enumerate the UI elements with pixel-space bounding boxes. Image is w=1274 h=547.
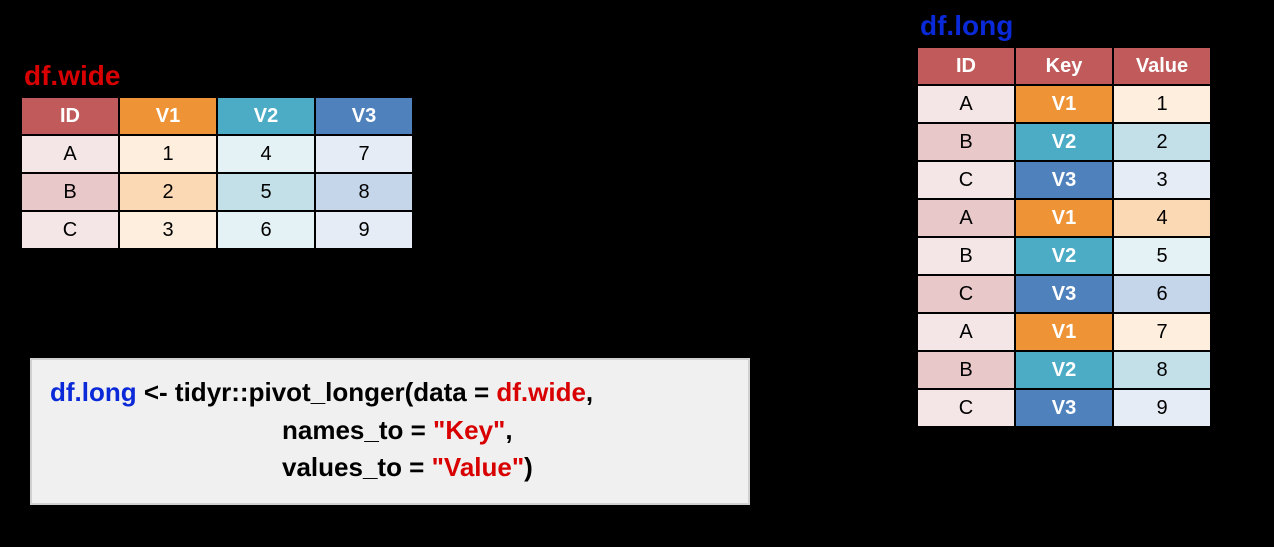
long-value-cell: 1 bbox=[1114, 86, 1210, 122]
wide-cell: 6 bbox=[218, 212, 314, 248]
token-comma-1: , bbox=[586, 377, 593, 407]
long-id-cell: A bbox=[918, 200, 1014, 236]
long-key-cell: V1 bbox=[1016, 86, 1112, 122]
wide-header-cell: ID bbox=[22, 98, 118, 134]
long-id-cell: C bbox=[918, 276, 1014, 312]
long-table: IDKeyValueAV11BV22CV33AV14BV25CV36AV17BV… bbox=[916, 46, 1212, 428]
long-header-cell: Value bbox=[1114, 48, 1210, 84]
long-header-cell: ID bbox=[918, 48, 1014, 84]
wide-cell: 5 bbox=[218, 174, 314, 210]
long-key-cell: V3 bbox=[1016, 390, 1112, 426]
long-id-cell: B bbox=[918, 352, 1014, 388]
long-value-cell: 9 bbox=[1114, 390, 1210, 426]
wide-cell: 2 bbox=[120, 174, 216, 210]
wide-cell: 9 bbox=[316, 212, 412, 248]
long-id-cell: B bbox=[918, 124, 1014, 160]
token-fn: <- tidyr::pivot_longer(data = bbox=[137, 377, 497, 407]
wide-cell: B bbox=[22, 174, 118, 210]
token-key-literal: "Key" bbox=[433, 415, 505, 445]
wide-cell: 1 bbox=[120, 136, 216, 172]
long-key-cell: V2 bbox=[1016, 124, 1112, 160]
long-value-cell: 2 bbox=[1114, 124, 1210, 160]
code-snippet: df.long <- tidyr::pivot_longer(data = df… bbox=[30, 358, 750, 505]
wide-header-cell: V1 bbox=[120, 98, 216, 134]
long-value-cell: 5 bbox=[1114, 238, 1210, 274]
long-value-cell: 3 bbox=[1114, 162, 1210, 198]
long-id-cell: B bbox=[918, 238, 1014, 274]
long-value-cell: 7 bbox=[1114, 314, 1210, 350]
code-line-1: df.long <- tidyr::pivot_longer(data = df… bbox=[50, 374, 730, 412]
wide-table: IDV1V2V3 A147 B258 C369 bbox=[20, 96, 414, 250]
long-value-cell: 4 bbox=[1114, 200, 1210, 236]
long-id-cell: C bbox=[918, 390, 1014, 426]
wide-cell: C bbox=[22, 212, 118, 248]
code-line-3: values_to = "Value") bbox=[50, 449, 730, 487]
wide-cell: 4 bbox=[218, 136, 314, 172]
token-close-paren: ) bbox=[524, 452, 533, 482]
long-header-cell: Key bbox=[1016, 48, 1112, 84]
code-line-2: names_to = "Key", bbox=[50, 412, 730, 450]
long-table-block: df.long IDKeyValueAV11BV22CV33AV14BV25CV… bbox=[916, 10, 1212, 428]
wide-cell: 7 bbox=[316, 136, 412, 172]
long-table-title: df.long bbox=[916, 10, 1212, 42]
long-key-cell: V2 bbox=[1016, 352, 1112, 388]
token-names-to: names_to = bbox=[282, 415, 433, 445]
long-value-cell: 6 bbox=[1114, 276, 1210, 312]
token-values-to: values_to = bbox=[282, 452, 432, 482]
wide-header-cell: V2 bbox=[218, 98, 314, 134]
wide-header-cell: V3 bbox=[316, 98, 412, 134]
wide-table-block: df.wide IDV1V2V3 A147 B258 C369 bbox=[20, 60, 414, 250]
token-dfwide: df.wide bbox=[496, 377, 586, 407]
long-key-cell: V3 bbox=[1016, 162, 1112, 198]
long-key-cell: V1 bbox=[1016, 314, 1112, 350]
wide-table-title: df.wide bbox=[20, 60, 414, 92]
wide-cell: 3 bbox=[120, 212, 216, 248]
long-id-cell: C bbox=[918, 162, 1014, 198]
long-value-cell: 8 bbox=[1114, 352, 1210, 388]
long-key-cell: V1 bbox=[1016, 200, 1112, 236]
wide-cell: 8 bbox=[316, 174, 412, 210]
wide-cell: A bbox=[22, 136, 118, 172]
long-id-cell: A bbox=[918, 86, 1014, 122]
long-key-cell: V2 bbox=[1016, 238, 1112, 274]
long-id-cell: A bbox=[918, 314, 1014, 350]
token-dflong: df.long bbox=[50, 377, 137, 407]
long-key-cell: V3 bbox=[1016, 276, 1112, 312]
token-comma-2: , bbox=[505, 415, 512, 445]
token-value-literal: "Value" bbox=[432, 452, 525, 482]
